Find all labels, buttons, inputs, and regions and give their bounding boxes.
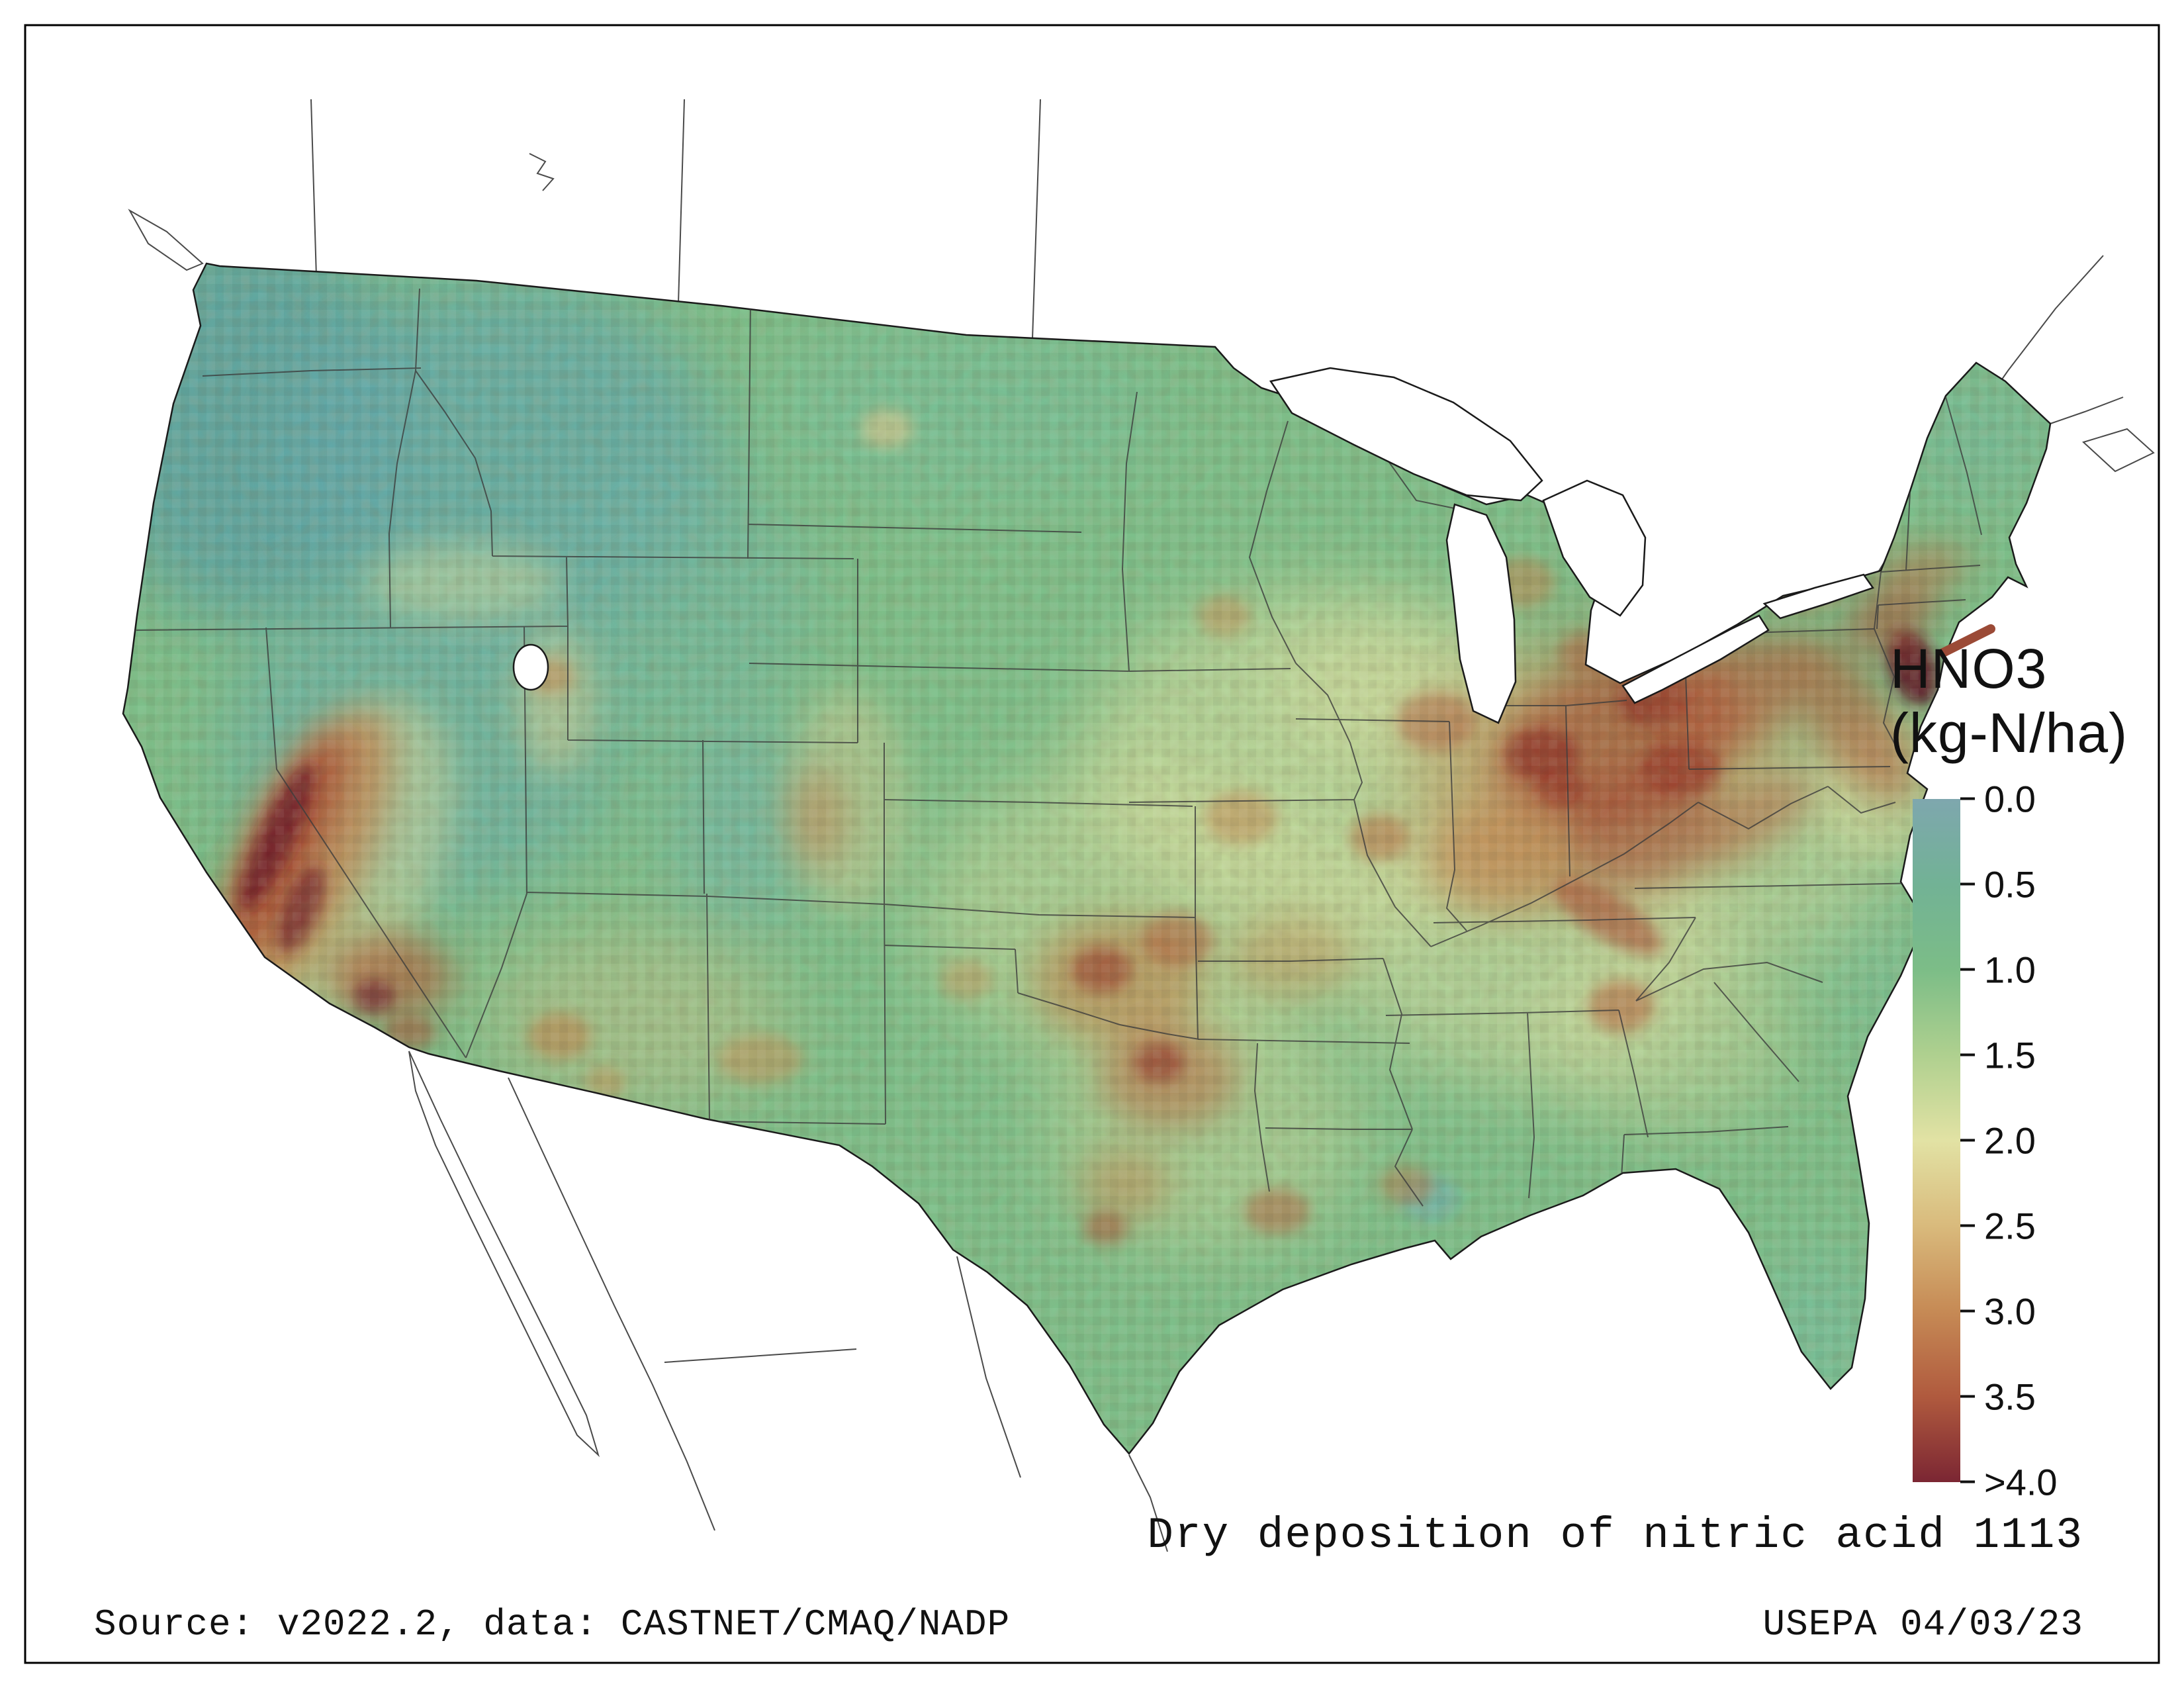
legend-tick: 0.5 [1960, 863, 2036, 906]
legend-tick-label: 2.5 [1984, 1205, 2036, 1247]
source-text: Source: v2022.2, data: CASTNET/CMAQ/NADP [94, 1603, 1011, 1646]
legend-tick-mark [1960, 1139, 1975, 1142]
legend-tick: 1.5 [1960, 1033, 2036, 1076]
legend-tick-label: 3.5 [1984, 1376, 2036, 1418]
legend-tick-mark [1960, 1309, 1975, 1313]
canada-province-border [310, 99, 317, 277]
legend-tick: 1.0 [1960, 948, 2036, 991]
mexico-gulf-coast [1128, 1454, 1168, 1552]
baja-california-coast [408, 1051, 600, 1458]
legend-tick-label: 0.0 [1984, 778, 2036, 820]
state-borders [136, 288, 1982, 1207]
lake-ontario [1762, 573, 1874, 620]
legend-colorbar-wrap: 0.0 0.5 1.0 1.5 2.0 2.5 3.0 3.5 >4.0 [1913, 778, 2058, 1503]
raster-grid-texture [123, 263, 2050, 1454]
canada-province-border [678, 99, 685, 304]
legend-tick-label: 1.0 [1984, 949, 2036, 991]
state-borders-west [136, 288, 886, 1125]
lake-erie [1621, 614, 1770, 704]
legend-tick-label: 1.5 [1984, 1034, 2036, 1076]
great-salt-lake [512, 643, 549, 691]
legend-tick-mark [1960, 1480, 1975, 1483]
legend-ticks: 0.0 0.5 1.0 1.5 2.0 2.5 3.0 3.5 >4.0 [1960, 778, 2113, 1503]
legend-tick-label: 2.0 [1984, 1119, 2036, 1162]
legend-tick-mark [1960, 1224, 1975, 1227]
long-island [1938, 624, 1995, 657]
legend-tick: 3.5 [1960, 1375, 2036, 1418]
figure-frame [24, 24, 2160, 1664]
legend-tick-label: >4.0 [1984, 1461, 2058, 1503]
lake-michigan [1445, 503, 1517, 724]
lake-superior [1269, 367, 1543, 502]
mexico-state-border [664, 1348, 857, 1363]
mexico-state-border [956, 1256, 1021, 1478]
legend-colorbar [1913, 798, 1960, 1482]
lake-huron [1542, 479, 1647, 617]
legend-title-variable: HNO3 [1890, 637, 2048, 700]
legend: HNO3 (kg-N/ha) 0.0 0.5 1.0 1.5 2.0 2.5 3.0 3.5 >… [1890, 637, 2128, 1503]
us-border-outline [122, 262, 2052, 1455]
mexico-gulf-of-california-coast [508, 1077, 715, 1531]
nova-scotia-coast [2082, 428, 2155, 473]
deposition-field [123, 263, 2050, 1454]
state-borders-east [1295, 397, 1982, 1199]
legend-tick-label: 3.0 [1984, 1290, 2036, 1333]
legend-tick-label: 0.5 [1984, 863, 2036, 906]
great-lakes [512, 367, 1874, 724]
map-caption: Dry deposition of nitric acid 1113 [1147, 1511, 2083, 1560]
canada-lakes [529, 153, 555, 191]
state-borders-central [747, 303, 1432, 1207]
legend-tick-mark [1960, 968, 1975, 971]
legend-tick: 3.0 [1960, 1289, 2036, 1333]
legend-tick: 0.0 [1960, 777, 2036, 820]
legend-tick-mark [1960, 1395, 1975, 1398]
vancouver-island [128, 209, 204, 271]
legend-tick: 2.0 [1960, 1119, 2036, 1162]
legend-tick-mark [1960, 797, 1975, 800]
legend-title-units: (kg-N/ha) [1890, 702, 2128, 765]
legend-tick: >4.0 [1960, 1460, 2058, 1503]
legend-tick-mark [1960, 882, 1975, 886]
canada-province-border [1032, 99, 1041, 340]
legend-tick-mark [1960, 1053, 1975, 1056]
new-brunswick-coast [2050, 397, 2124, 424]
credit-text: USEPA 04/03/23 [1762, 1603, 2083, 1646]
legend-title: HNO3 (kg-N/ha) [1890, 637, 2128, 766]
legend-tick: 2.5 [1960, 1204, 2036, 1247]
